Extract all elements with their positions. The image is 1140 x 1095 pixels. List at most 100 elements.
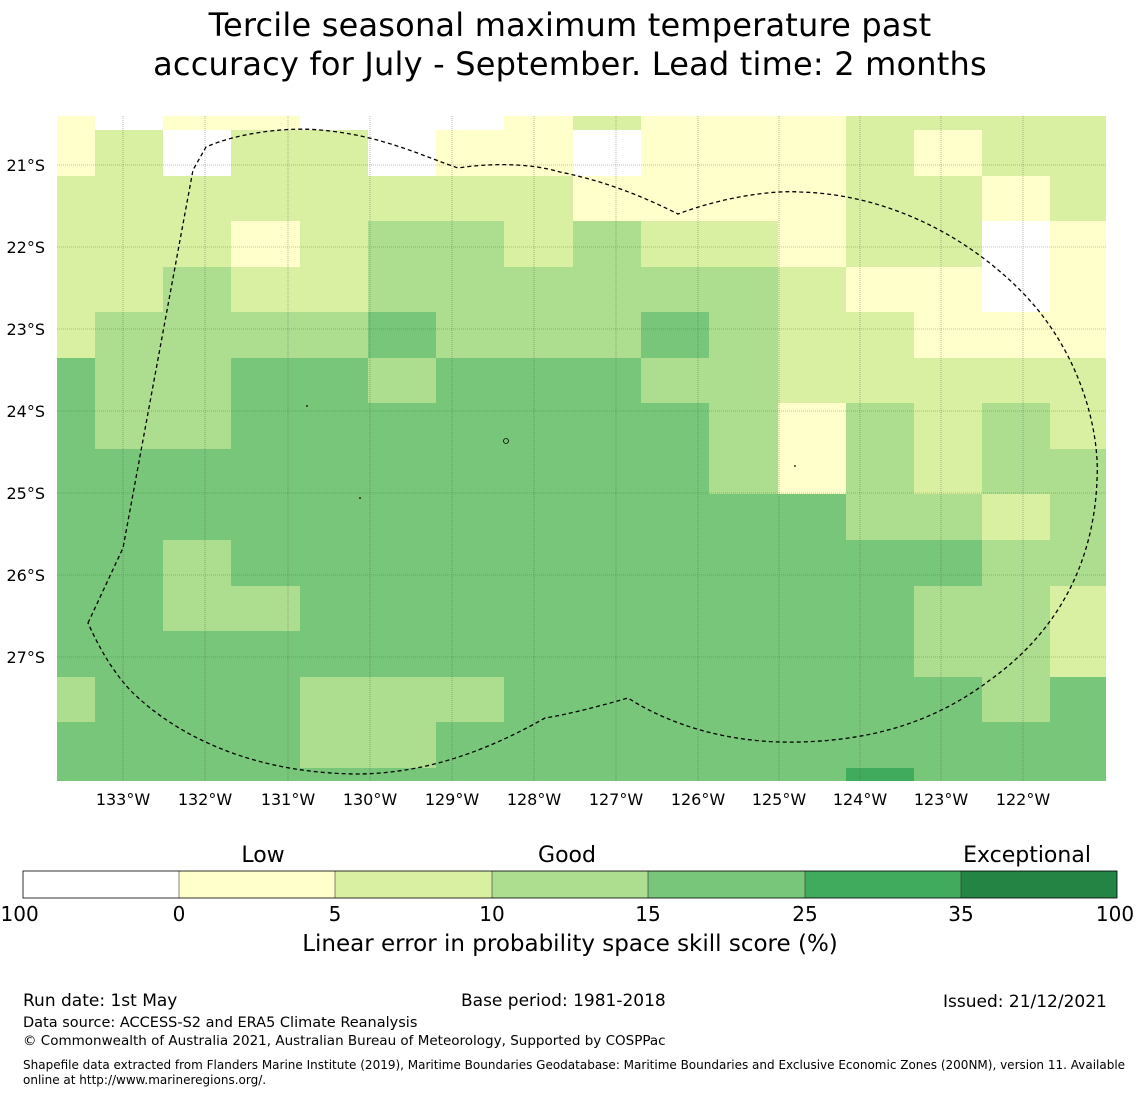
issued-date: Issued: 21/12/2021 — [943, 992, 1107, 1012]
skill-cell — [982, 176, 1050, 221]
legend-tick: 100 — [1095, 902, 1135, 926]
skill-cell — [573, 130, 641, 176]
skill-cell — [914, 403, 982, 449]
skill-cell — [982, 403, 1050, 449]
latitude-label: 21°S — [6, 156, 45, 175]
colorbar-swatch — [335, 871, 492, 898]
skill-cell — [368, 267, 778, 312]
legend-tick: 25 — [792, 902, 818, 926]
legend-tick: -100 — [0, 902, 39, 926]
map-title: Tercile seasonal maximum temperature pas… — [0, 6, 1140, 84]
colorbar-swatch — [805, 871, 961, 898]
longitude-label: 132°W — [178, 790, 233, 809]
skill-cell — [982, 221, 1050, 267]
skill-cell — [1050, 677, 1106, 722]
copyright: © Commonwealth of Australia 2021, Austra… — [23, 1033, 666, 1049]
eez-boundary — [87, 128, 1098, 775]
islands — [306, 405, 796, 499]
title-line-2: accuracy for July - September. Lead time… — [153, 45, 987, 83]
skill-cell — [641, 312, 709, 358]
longitude-label: 129°W — [425, 790, 480, 809]
colorbar — [22, 870, 1118, 899]
skill-cell — [914, 586, 1050, 631]
skill-cell — [709, 449, 778, 494]
skill-cell — [1050, 631, 1106, 677]
legend-category-low: Low — [241, 843, 285, 868]
skill-cell — [1050, 403, 1106, 449]
longitude-label: 122°W — [996, 790, 1051, 809]
legend-category-good: Good — [538, 843, 596, 868]
colorbar-swatch — [23, 871, 179, 898]
skill-cell — [95, 130, 163, 176]
skill-cell — [709, 403, 778, 449]
skill-cell — [57, 586, 163, 631]
skill-cell — [57, 494, 846, 540]
skill-cell — [914, 768, 1106, 781]
skill-cell — [231, 403, 709, 449]
run-date: Run date: 1st May — [23, 991, 178, 1011]
skill-cell — [778, 403, 846, 449]
skill-cell — [982, 130, 1106, 176]
colorbar-swatch — [492, 871, 648, 898]
skill-cell — [57, 176, 573, 221]
skill-cell — [573, 176, 846, 221]
longitude-labels: 133°W 132°W 131°W 130°W 129°W 128°W 127°W 126°W… — [96, 790, 1051, 809]
skill-cell — [300, 116, 436, 130]
skill-cell — [846, 403, 914, 449]
skill-cell — [1050, 494, 1106, 540]
skill-cell — [95, 677, 300, 722]
skill-cell — [846, 358, 1106, 403]
skill-cell — [57, 221, 231, 267]
skill-cell — [1050, 586, 1106, 631]
skill-cell — [778, 449, 846, 494]
skill-cell — [778, 267, 846, 312]
skill-cell — [436, 722, 1106, 768]
skill-cell — [504, 221, 573, 267]
skill-cell — [778, 221, 846, 267]
island-marker — [503, 438, 509, 444]
skill-cell — [641, 130, 846, 176]
skill-cell — [57, 540, 163, 586]
skill-cell — [846, 221, 982, 267]
skill-cell — [57, 722, 300, 768]
island-marker — [359, 497, 361, 499]
skill-cell — [982, 267, 1050, 312]
skill-cell — [163, 130, 231, 176]
longitude-label: 128°W — [507, 790, 562, 809]
skill-cell — [368, 221, 504, 267]
skill-cell — [57, 449, 709, 494]
latitude-label: 27°S — [6, 648, 45, 667]
latitude-label: 22°S — [6, 238, 45, 257]
skill-cell — [914, 449, 982, 494]
skill-cell — [163, 586, 300, 631]
latitude-label: 23°S — [6, 320, 45, 339]
skill-cell — [163, 116, 300, 130]
skill-cell — [57, 403, 95, 449]
latitude-label: 26°S — [6, 566, 45, 585]
longitude-label: 126°W — [671, 790, 726, 809]
skill-cell — [709, 312, 778, 358]
skill-cell — [95, 403, 231, 449]
skill-cell — [846, 494, 982, 540]
colorbar-swatch — [179, 871, 335, 898]
skill-cell — [846, 267, 982, 312]
colorbar-swatch — [648, 871, 805, 898]
legend-tick: 10 — [479, 902, 505, 926]
longitude-label: 131°W — [261, 790, 316, 809]
skill-cell — [436, 358, 641, 403]
legend-tick: 15 — [635, 902, 661, 926]
base-period: Base period: 1981-2018 — [461, 991, 666, 1011]
skill-cell — [231, 267, 368, 312]
skill-cell — [300, 677, 504, 722]
skill-cell — [982, 677, 1050, 722]
skill-cell — [368, 358, 436, 403]
longitude-label: 133°W — [96, 790, 151, 809]
longitude-label: 130°W — [343, 790, 398, 809]
skill-cell — [846, 768, 914, 781]
skill-cell — [846, 116, 1106, 130]
colorbar-label: Linear error in probability space skill … — [302, 931, 838, 957]
skill-cell — [573, 221, 641, 267]
skill-cell — [846, 449, 914, 494]
skill-cell — [436, 116, 504, 130]
skill-cell — [1050, 176, 1106, 221]
